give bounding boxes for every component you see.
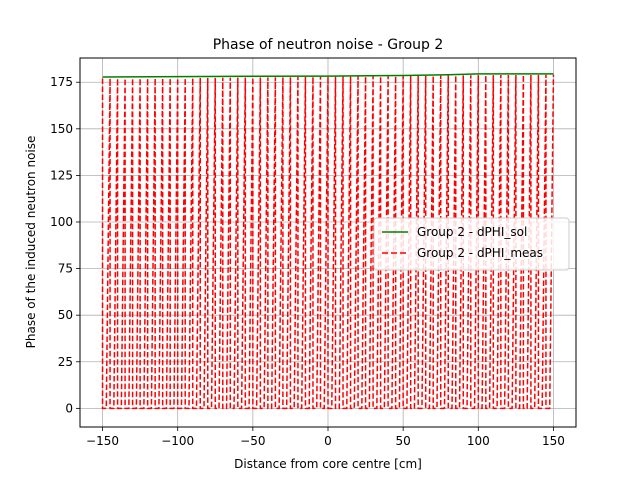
series-line-meas: [101, 74, 555, 410]
x-tick-label: 50: [396, 434, 411, 448]
legend: Group 2 - dPHI_sol Group 2 - dPHI_meas: [373, 217, 570, 271]
legend-label-sol: Group 2 - dPHI_sol: [417, 225, 527, 239]
y-tick-label: 0: [65, 401, 73, 415]
y-axis: 0 25 50 75 100 125 150 175: [50, 75, 80, 415]
y-tick-label: 25: [58, 355, 73, 369]
x-axis: −150 −100 −50 0 50 100 150: [86, 427, 565, 448]
x-tick-label: −100: [161, 434, 194, 448]
plot-area: [101, 73, 555, 410]
x-axis-label: Distance from core centre [cm]: [234, 457, 422, 471]
y-tick-label: 150: [50, 122, 73, 136]
y-tick-label: 50: [58, 308, 73, 322]
legend-box: [373, 217, 570, 271]
y-tick-label: 75: [58, 262, 73, 276]
legend-label-meas: Group 2 - dPHI_meas: [417, 246, 543, 260]
series-line-sol: [102, 73, 554, 78]
x-tick-label: 100: [467, 434, 490, 448]
x-tick-label: −150: [86, 434, 119, 448]
x-tick-label: 150: [542, 434, 565, 448]
chart-title: Phase of neutron noise - Group 2: [213, 37, 444, 53]
y-tick-label: 125: [50, 168, 73, 182]
x-tick-label: −50: [240, 434, 265, 448]
y-tick-label: 100: [50, 215, 73, 229]
y-axis-label: Phase of the induced neutron noise: [24, 136, 38, 349]
x-tick-label: 0: [324, 434, 332, 448]
y-tick-label: 175: [50, 75, 73, 89]
